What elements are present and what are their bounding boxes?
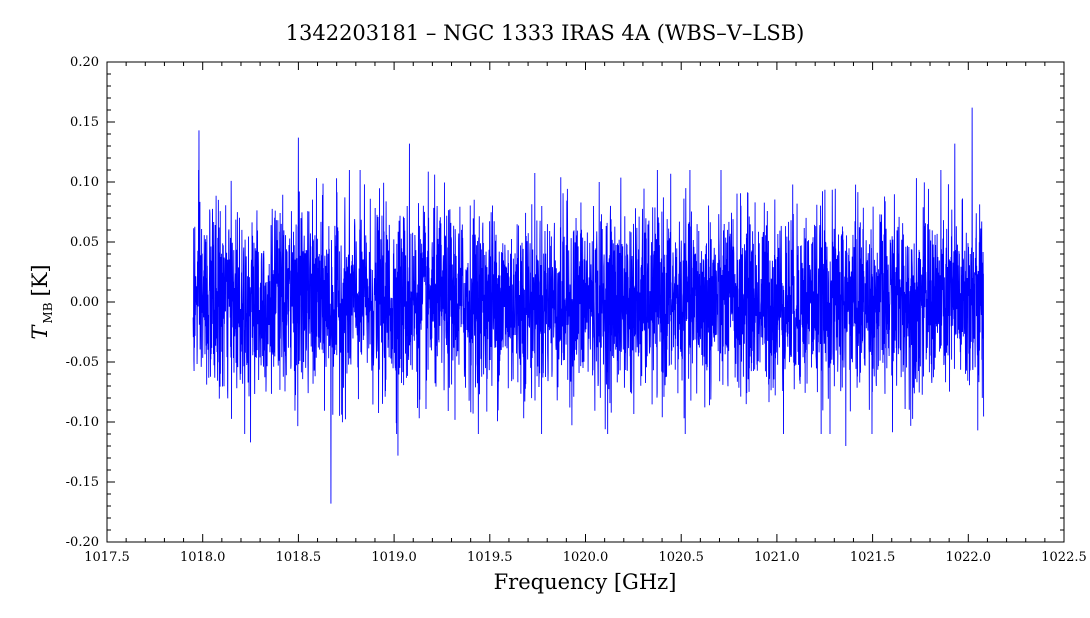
y-tick-label: 0.00: [70, 295, 99, 310]
x-axis-label: Frequency [GHz]: [494, 570, 677, 594]
x-tick-label: 1022.5: [1041, 550, 1087, 565]
x-tick-label: 1021.5: [850, 550, 896, 565]
y-tick-label: -0.05: [66, 355, 99, 370]
y-tick-label: -0.10: [66, 415, 99, 430]
x-tick-label: 1017.5: [84, 550, 130, 565]
x-tick-label: 1019.0: [371, 550, 417, 565]
y-tick-label: 0.20: [70, 55, 99, 70]
y-axis-label-symbol: T: [28, 324, 52, 340]
y-axis-label-unit: [K]: [28, 264, 52, 296]
y-tick-label: 0.05: [70, 235, 99, 250]
x-tick-label: 1020.0: [563, 550, 609, 565]
svg-text:TMB[K]: TMB [K]: [28, 264, 55, 339]
x-tick-label: 1018.0: [180, 550, 226, 565]
x-tick-label: 1018.5: [276, 550, 322, 565]
y-axis-label: TMB [K]: [28, 264, 55, 339]
x-tick-label: 1022.0: [946, 550, 992, 565]
series-line: [192, 107, 985, 504]
chart-title: 1342203181 – NGC 1333 IRAS 4A (WBS–V–LSB…: [286, 21, 805, 45]
x-tick-label: 1020.5: [658, 550, 704, 565]
y-tick-label: -0.15: [66, 475, 99, 490]
y-tick-label: 0.10: [70, 175, 99, 190]
y-tick-label: 0.15: [70, 115, 99, 130]
y-axis-label-subscript: MB: [41, 302, 55, 323]
x-tick-label: 1021.0: [754, 550, 800, 565]
y-tick-label: -0.20: [66, 535, 99, 550]
x-tick-label: 1019.5: [467, 550, 513, 565]
